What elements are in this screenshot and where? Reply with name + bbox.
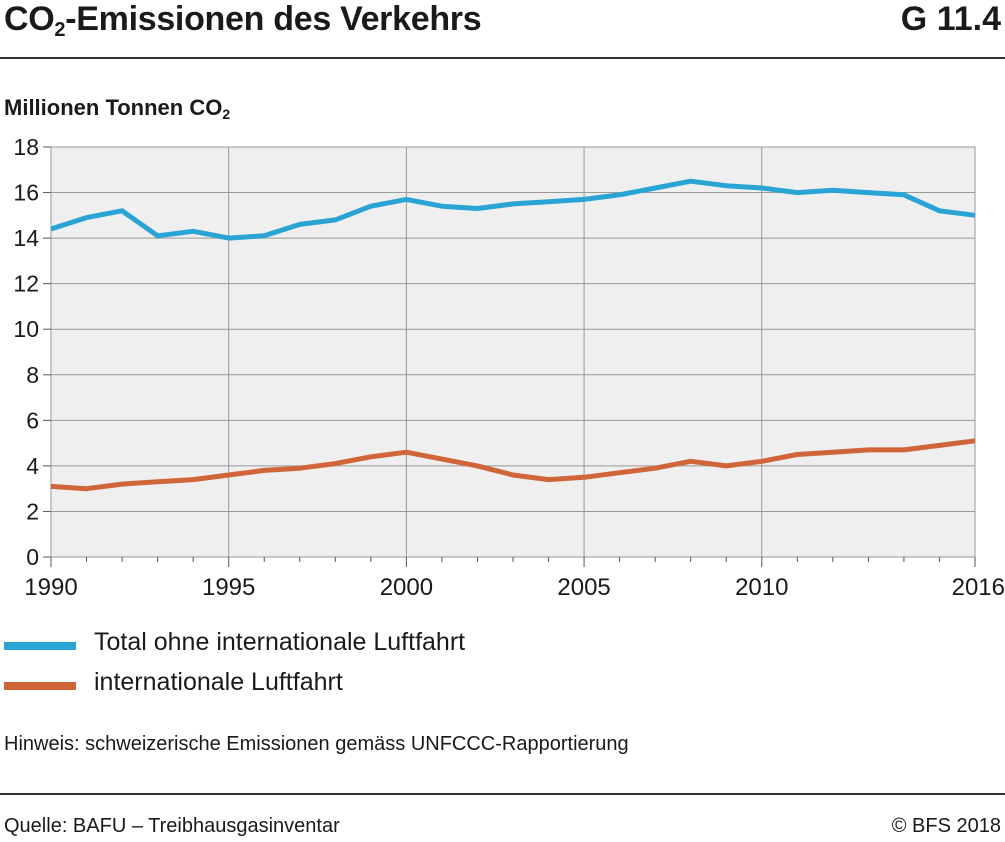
- y-tick-label: 16: [13, 180, 39, 206]
- y-tick-label: 2: [26, 498, 39, 524]
- y-tick-label: 12: [13, 271, 39, 297]
- y-tick-label: 0: [26, 544, 39, 570]
- y-tick-label: 8: [26, 362, 39, 388]
- y-axis-label: Millionen Tonnen CO2: [4, 95, 231, 122]
- y-tick-label: 14: [13, 225, 39, 251]
- series-line-total: [50, 178, 976, 241]
- plot-area: [50, 146, 976, 558]
- chart-note: Hinweis: schweizerische Emissionen gemäs…: [4, 733, 629, 755]
- x-tick-label: 2010: [735, 574, 788, 601]
- y-tick-label: 10: [13, 316, 39, 342]
- y-tick-label: 4: [26, 453, 39, 479]
- chart-code: G 11.4: [900, 0, 1001, 38]
- series-line-international: [50, 438, 976, 492]
- source-text: Quelle: BAFU – Treibhausgasinventar: [4, 815, 340, 837]
- y-tick-label: 18: [13, 134, 39, 160]
- x-tick-label: 1990: [24, 574, 77, 601]
- y-tick-label: 6: [26, 407, 39, 433]
- x-tick-label: 1995: [202, 574, 255, 601]
- x-tick-labels: 1990 1995 2000 2005 2010 2016: [24, 574, 1005, 601]
- series-lines: [50, 178, 976, 492]
- x-tick-label: 2005: [557, 574, 610, 601]
- legend-label-international: internationale Luftfahrt: [94, 668, 343, 696]
- legend-swatch-international: [4, 682, 76, 690]
- line-chart: 0 2 4 6 8 10 12 14 16 18 1990 1995 2000 2005 2010 2016: [13, 134, 1005, 601]
- x-tick-label: 2000: [380, 574, 433, 601]
- x-tick-label: 2016: [952, 574, 1005, 601]
- y-tick-labels: 0 2 4 6 8 10 12 14 16 18: [13, 134, 39, 570]
- chart-title: CO2-Emissionen des Verkehrs: [4, 0, 482, 41]
- header-divider: [0, 57, 1005, 59]
- footer-divider: [0, 793, 1005, 795]
- legend-swatch-total: [4, 642, 76, 650]
- copyright-text: © BFS 2018: [891, 815, 1001, 837]
- legend-label-total: Total ohne internationale Luftfahrt: [94, 628, 466, 656]
